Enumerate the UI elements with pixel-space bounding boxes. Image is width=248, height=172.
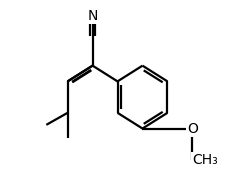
Text: O: O [187, 122, 198, 136]
Text: CH₃: CH₃ [192, 153, 218, 167]
Text: N: N [87, 9, 98, 23]
